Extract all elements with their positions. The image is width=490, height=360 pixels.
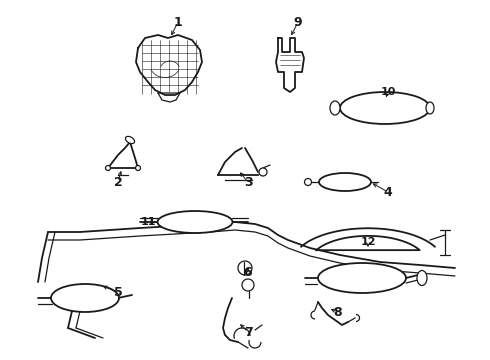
Text: 8: 8 [334, 306, 343, 319]
Ellipse shape [340, 92, 430, 124]
Ellipse shape [136, 166, 141, 171]
Ellipse shape [259, 168, 267, 176]
Text: 7: 7 [244, 325, 252, 338]
Ellipse shape [417, 270, 427, 285]
Ellipse shape [319, 173, 371, 191]
Ellipse shape [105, 166, 111, 171]
Ellipse shape [157, 211, 232, 233]
Text: 10: 10 [380, 87, 396, 97]
Polygon shape [136, 35, 202, 95]
Polygon shape [276, 38, 304, 92]
Text: 5: 5 [114, 285, 122, 298]
Ellipse shape [304, 179, 312, 185]
Text: 4: 4 [384, 185, 392, 198]
Text: 9: 9 [294, 15, 302, 28]
Text: 12: 12 [360, 237, 376, 247]
Ellipse shape [330, 101, 340, 115]
Text: 11: 11 [140, 217, 156, 227]
Text: 1: 1 [173, 15, 182, 28]
Text: 3: 3 [244, 175, 252, 189]
Ellipse shape [318, 263, 406, 293]
Polygon shape [301, 228, 435, 250]
Ellipse shape [426, 102, 434, 114]
Text: 6: 6 [244, 266, 252, 279]
Ellipse shape [125, 136, 135, 144]
Ellipse shape [51, 284, 119, 312]
Text: 2: 2 [114, 175, 122, 189]
Polygon shape [158, 93, 180, 102]
